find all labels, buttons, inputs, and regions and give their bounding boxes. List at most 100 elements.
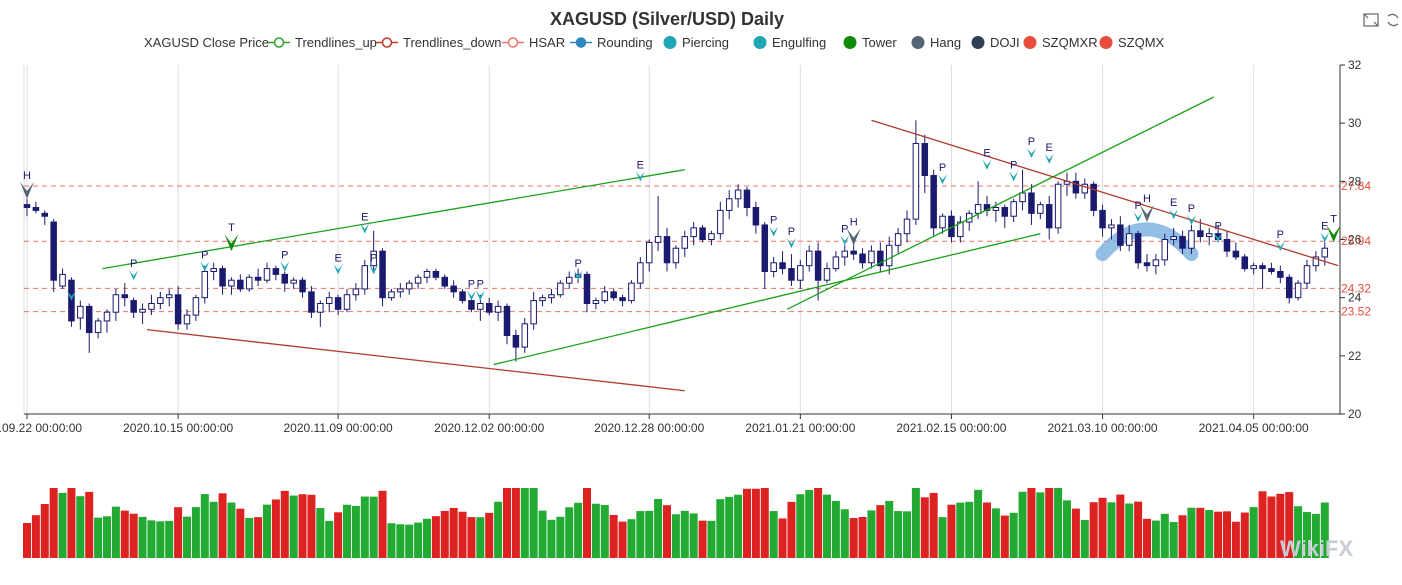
candle-up [797, 265, 804, 281]
marker-hang [20, 181, 34, 199]
candle-up [343, 294, 351, 310]
candle-down [779, 262, 786, 270]
volume-bar-up [94, 517, 103, 558]
volume-bar-down [271, 499, 280, 558]
candle-down [1072, 180, 1080, 194]
candle-down [1197, 230, 1204, 238]
volume-bar-down [1196, 507, 1205, 558]
candle-up [912, 143, 920, 220]
volume-bar-up [796, 494, 805, 558]
marker-letter-piercing: P [130, 258, 137, 270]
candle-up [1161, 239, 1169, 261]
candle-up [823, 268, 831, 281]
candle-up [317, 302, 324, 313]
volume-bar-down [1276, 493, 1285, 558]
volume-bar-up [591, 503, 600, 558]
x-tick-label: 2021.03.10 00:00:00 [1048, 421, 1158, 435]
volume-bar-up [183, 516, 191, 558]
candle-up [1303, 265, 1311, 284]
volume-bar-up [423, 518, 431, 558]
volume-bar-down [85, 491, 94, 558]
candle-down [32, 207, 40, 211]
hsar-label: 24.32 [1341, 281, 1371, 295]
marker-hang [846, 228, 861, 246]
marker-letter-piercing: P [574, 258, 581, 270]
volume-bar-up [574, 502, 583, 558]
volume-bar-up [1187, 507, 1196, 558]
candle-up [708, 233, 715, 241]
volume-bar-up [1009, 512, 1018, 558]
candle-up [832, 256, 840, 270]
candle-up [165, 294, 173, 299]
volume-bar-up [1107, 502, 1116, 558]
legend-label-doji: DOJI [990, 35, 1020, 50]
toolbox-zoom-icon[interactable] [1363, 13, 1379, 27]
marker-engulfing [1320, 232, 1330, 243]
volume-bar-down [23, 523, 31, 558]
marker-piercing [66, 290, 76, 301]
volume-bar-down [1231, 521, 1240, 558]
candle-down [121, 294, 129, 299]
candle-down [921, 143, 929, 177]
candle-up [1188, 230, 1195, 249]
volume-bar-up [600, 504, 609, 558]
volume-bar-up [387, 523, 396, 558]
candle-down [1179, 236, 1186, 249]
candle-down [485, 302, 493, 313]
candle-up [601, 291, 609, 302]
volume-bar-up [1205, 510, 1214, 558]
marker-engulfing [1169, 209, 1179, 220]
marker-letter-piercing: P [1188, 203, 1195, 215]
volume-bar-up [103, 516, 111, 558]
volume-bar-up [476, 517, 485, 558]
volume-bar-down [751, 488, 760, 558]
y-tick-label: 30 [1348, 116, 1362, 130]
marker-piercing [1133, 212, 1143, 223]
volume-bar-down [67, 488, 76, 558]
volume-bar-up [1063, 500, 1071, 558]
y-tick-label: 28 [1348, 174, 1362, 188]
volume-bar-up [840, 509, 849, 558]
marker-engulfing [360, 223, 370, 234]
marker-letter-hang: H [850, 216, 858, 228]
candle-up [423, 270, 431, 278]
volume-bar-down [609, 514, 618, 558]
volume-bar-up [823, 494, 831, 558]
candle-up [183, 314, 191, 325]
candle-up [477, 302, 484, 310]
candle-down [503, 305, 511, 336]
legend-label-tower: Tower [862, 35, 897, 50]
volume-bar-down [254, 517, 263, 558]
volume-bar-up [538, 510, 547, 558]
volume-bar-up [1018, 491, 1027, 558]
volume-bar-up [894, 511, 903, 558]
candle-up [157, 297, 164, 304]
candle-up [1125, 233, 1133, 246]
candle-up [628, 282, 635, 302]
legend: XAGUSD Close Price Trendlines_up Trendline… [144, 35, 1165, 50]
candle-up [681, 236, 689, 249]
candle-down [272, 268, 280, 275]
volume-bar-down [698, 520, 707, 558]
volume-bar-up [76, 496, 85, 558]
volume-bar-down [618, 521, 627, 558]
candle-up [112, 294, 120, 313]
x-tick-label: 2020.12.28 00:00:00 [594, 421, 704, 435]
candle-up [1250, 265, 1257, 270]
candle-up [734, 189, 742, 200]
marker-piercing [938, 174, 948, 185]
candle-up [557, 282, 564, 296]
candle-up [548, 294, 555, 299]
candle-down [1277, 270, 1284, 278]
volume-bar-up [111, 506, 120, 558]
marker-engulfing [635, 171, 645, 182]
toolbox-restore-icon[interactable] [1387, 13, 1399, 27]
volume-bar-up [1036, 492, 1045, 558]
volume-bar-down [40, 504, 49, 558]
candle-up [521, 323, 529, 348]
y-tick-label: 26 [1348, 233, 1362, 247]
legend-swatch-szqmxr [1023, 36, 1037, 49]
volume-bar-down [929, 492, 938, 558]
candle-down [1285, 276, 1293, 299]
candle-down [743, 189, 751, 209]
